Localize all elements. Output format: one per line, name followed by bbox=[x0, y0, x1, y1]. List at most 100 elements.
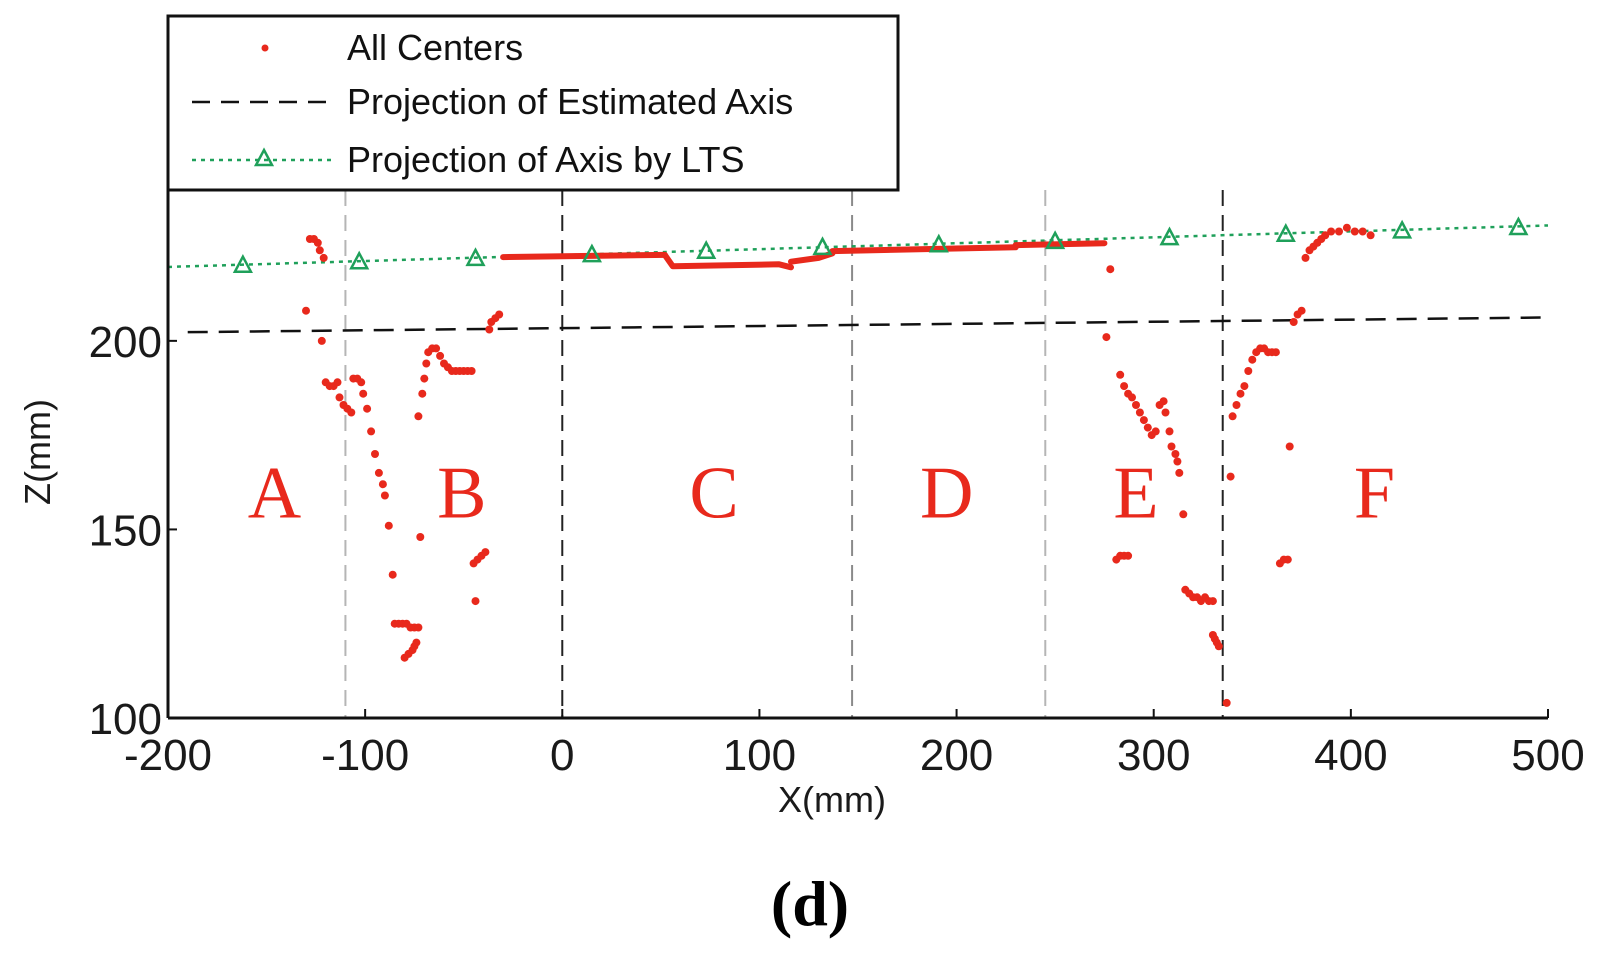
center-point bbox=[1222, 698, 1231, 707]
lts-triangle-marker bbox=[1275, 223, 1296, 242]
center-point bbox=[374, 468, 383, 477]
center-point bbox=[1106, 265, 1115, 274]
center-point bbox=[388, 570, 397, 579]
y-tick-label: 150 bbox=[89, 506, 162, 555]
center-point bbox=[1116, 370, 1125, 379]
center-point bbox=[412, 638, 421, 647]
center-point bbox=[485, 325, 494, 334]
region-label: B bbox=[437, 453, 486, 535]
center-point bbox=[371, 450, 379, 458]
x-tick-label: 400 bbox=[1314, 731, 1387, 780]
center-point bbox=[302, 306, 310, 315]
center-point bbox=[1342, 223, 1351, 232]
center-point bbox=[1232, 401, 1241, 409]
region-label: E bbox=[1113, 453, 1158, 535]
legend-lts-axis-label: Projection of Axis by LTS bbox=[347, 139, 745, 180]
center-segment bbox=[500, 251, 668, 261]
center-point bbox=[1226, 472, 1235, 481]
lts-triangle-marker bbox=[581, 243, 602, 263]
center-point bbox=[313, 238, 322, 247]
lts-triangle-marker bbox=[1392, 219, 1413, 239]
center-point bbox=[1161, 408, 1170, 417]
center-point bbox=[363, 404, 372, 413]
series-lines bbox=[167, 224, 1549, 334]
lts-triangle-marker bbox=[465, 247, 486, 267]
center-point bbox=[378, 480, 387, 489]
center-segment bbox=[661, 251, 794, 271]
center-point bbox=[1135, 408, 1144, 417]
center-point bbox=[432, 344, 441, 353]
y-tick-label: 100 bbox=[89, 695, 162, 744]
region-label: D bbox=[920, 453, 973, 535]
center-point bbox=[1285, 442, 1294, 451]
center-point bbox=[467, 367, 476, 375]
center-point bbox=[315, 246, 324, 255]
estimated-axis-line bbox=[187, 316, 1549, 334]
center-point bbox=[1358, 227, 1367, 236]
panel-label: (d) bbox=[771, 868, 849, 939]
center-segment bbox=[829, 244, 1019, 255]
legend: All Centers Projection of Estimated Axis… bbox=[166, 14, 900, 192]
center-point bbox=[1289, 318, 1298, 326]
y-axis-ticks: 100 150 200 bbox=[89, 318, 177, 744]
center-point bbox=[1321, 231, 1330, 240]
lts-triangle-marker bbox=[696, 240, 717, 259]
axes: -200 -100 0 100 200 300 400 500 100 150 200 bbox=[89, 190, 1585, 780]
center-point bbox=[1248, 355, 1257, 364]
center-point bbox=[1228, 412, 1237, 421]
center-point bbox=[1179, 510, 1188, 519]
center-point bbox=[333, 378, 342, 387]
y-axis-title: Z(mm) bbox=[17, 399, 58, 505]
center-point bbox=[1128, 393, 1136, 402]
center-point bbox=[1151, 427, 1160, 436]
legend-estimated-axis-label: Projection of Estimated Axis bbox=[347, 81, 793, 122]
center-point bbox=[1175, 468, 1184, 477]
region-labels: A B C D E F bbox=[248, 453, 1395, 535]
lts-triangle-marker bbox=[1045, 230, 1066, 250]
x-tick-label: 200 bbox=[920, 731, 993, 780]
lts-triangle-marker bbox=[1508, 216, 1529, 236]
center-point bbox=[422, 359, 431, 368]
center-point bbox=[1171, 450, 1180, 458]
lts-triangle-marker bbox=[232, 254, 253, 273]
lts-triangle-marker bbox=[928, 233, 949, 253]
lts-triangle-marker bbox=[1159, 226, 1180, 246]
x-tick-label: -200 bbox=[124, 731, 212, 780]
center-point bbox=[471, 597, 480, 606]
center-point bbox=[1167, 442, 1176, 451]
lts-triangle-marker bbox=[349, 250, 370, 270]
center-point bbox=[1283, 555, 1292, 564]
center-point bbox=[418, 389, 427, 398]
center-point bbox=[1165, 427, 1174, 436]
center-point bbox=[1271, 348, 1280, 357]
center-point bbox=[416, 533, 425, 541]
center-point bbox=[367, 427, 376, 436]
center-point bbox=[420, 374, 429, 383]
region-dividers bbox=[344, 190, 1224, 718]
x-tick-label: 100 bbox=[723, 731, 796, 780]
center-point bbox=[1244, 367, 1253, 375]
center-point bbox=[1143, 423, 1152, 432]
center-point bbox=[1173, 457, 1182, 466]
center-point bbox=[384, 521, 393, 530]
lts-triangle-marker bbox=[812, 236, 833, 256]
center-point bbox=[1297, 306, 1306, 315]
center-point bbox=[319, 253, 328, 262]
center-point bbox=[1124, 551, 1133, 560]
center-point bbox=[1327, 227, 1336, 236]
x-tick-label: 0 bbox=[550, 731, 574, 780]
y-tick-label: 200 bbox=[89, 318, 162, 367]
plot-area: A B C D E F bbox=[167, 190, 1549, 718]
center-point bbox=[495, 310, 504, 319]
all-centers-points bbox=[302, 223, 1375, 707]
center-point bbox=[1301, 253, 1310, 262]
center-point bbox=[1132, 401, 1140, 409]
x-tick-label: 500 bbox=[1511, 731, 1584, 780]
legend-all-centers-label: All Centers bbox=[347, 27, 523, 68]
x-tick-label: 300 bbox=[1117, 731, 1190, 780]
center-point bbox=[1350, 227, 1359, 236]
x-axis-ticks: -200 -100 0 100 200 300 400 500 bbox=[124, 709, 1585, 780]
center-point bbox=[1159, 397, 1168, 406]
center-point bbox=[1335, 227, 1343, 236]
lts-markers bbox=[232, 216, 1529, 273]
